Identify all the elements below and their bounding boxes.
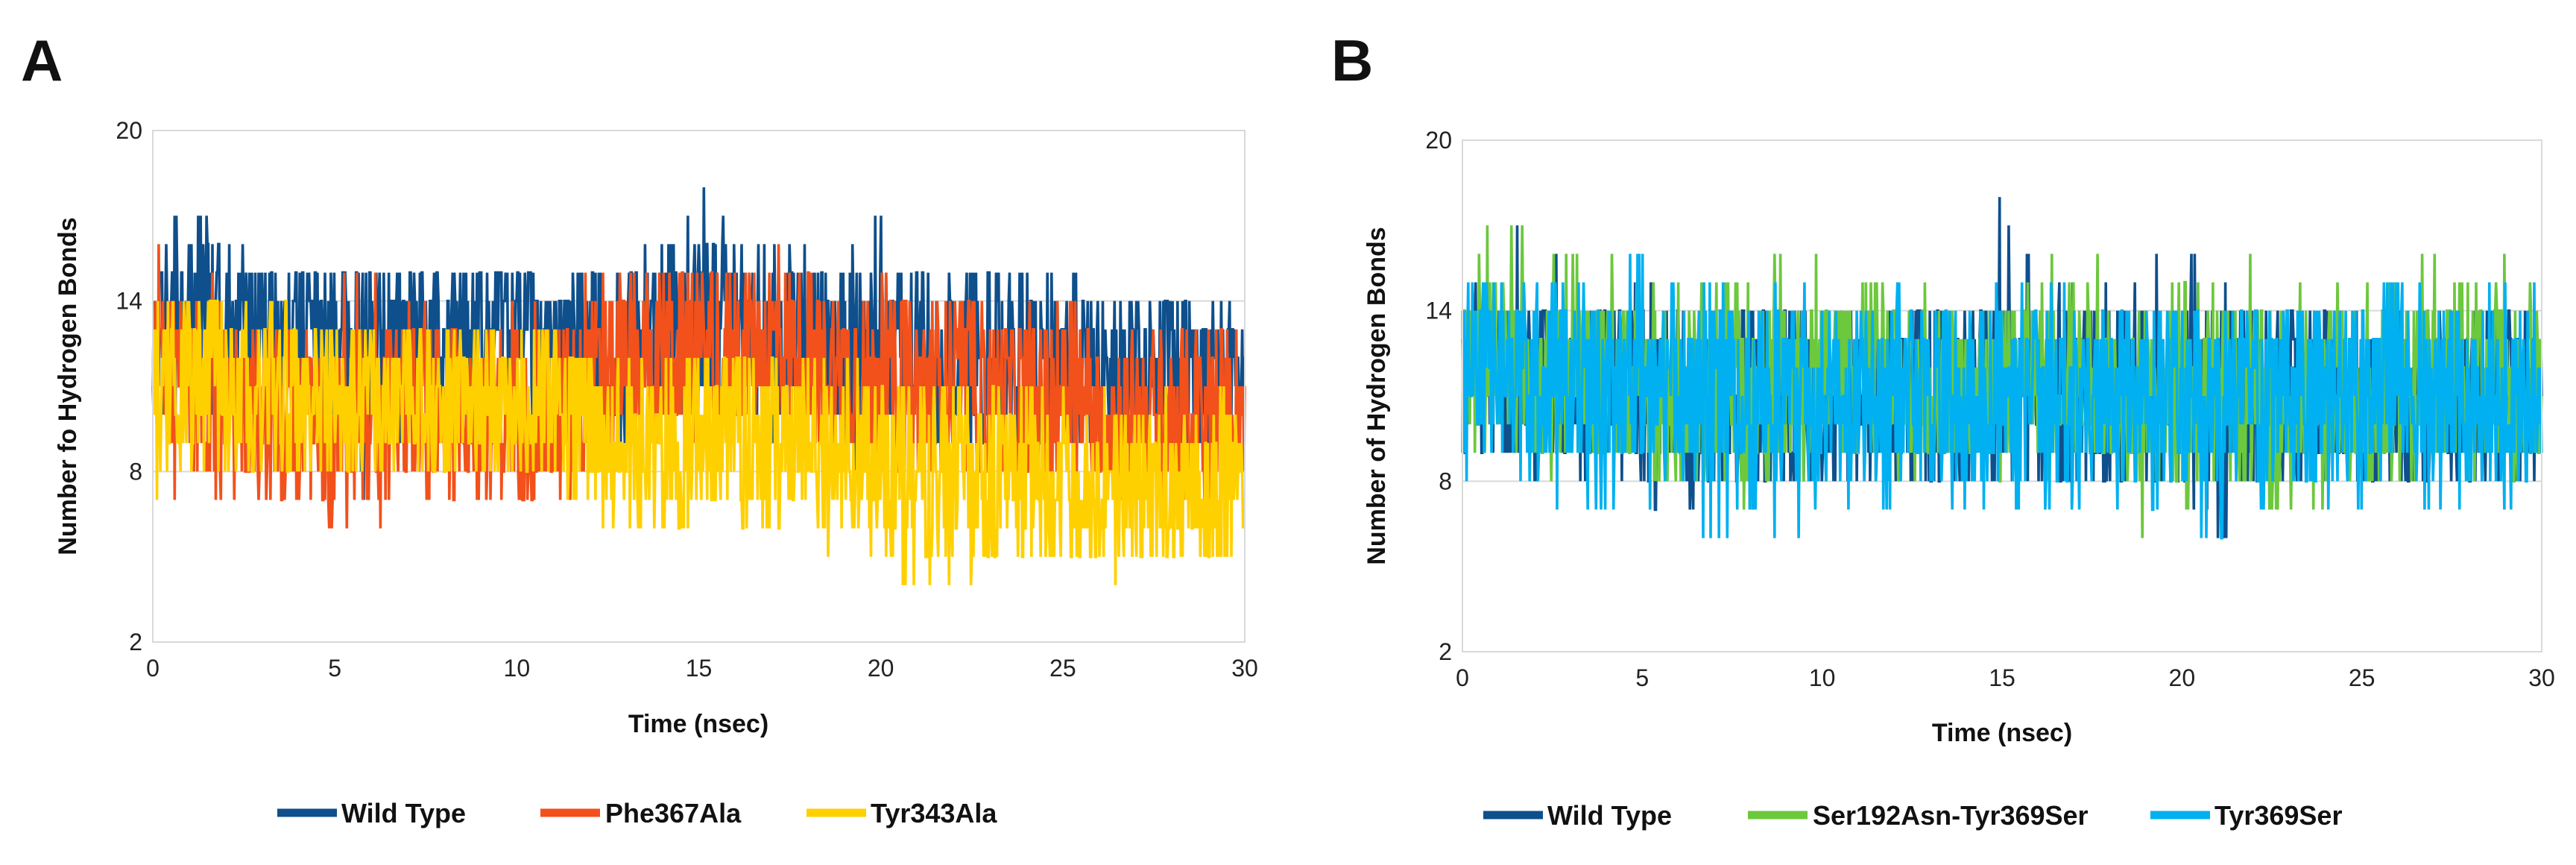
y-tick-label-b-20: 20	[1425, 127, 1452, 154]
panel-label-a: A	[21, 28, 63, 93]
x-tick-label-a-5: 5	[328, 655, 341, 682]
x-tick-label-a-25: 25	[1049, 655, 1076, 682]
legend-b: Wild Type Ser192Asn-Tyr369Ser Tyr369Ser	[1483, 800, 2342, 831]
y-axis-label-b: Number of Hydrogen Bonds	[1363, 227, 1391, 564]
x-tick-label-b-10: 10	[1809, 664, 1836, 691]
series-line-a-tyr343ala	[151, 299, 1246, 585]
legend-label-a-phe367ala: Phe367Ala	[605, 798, 742, 828]
x-tick-label-a-20: 20	[868, 655, 894, 682]
x-tick-label-a-0: 0	[146, 655, 160, 682]
y-tick-label-a-14: 14	[116, 288, 142, 315]
x-tick-label-a-30: 30	[1231, 655, 1258, 682]
y-ticks-a: 2 8 14 20	[116, 117, 142, 655]
x-axis-label-a: Time (nsec)	[628, 710, 768, 738]
x-tick-label-b-5: 5	[1635, 664, 1649, 691]
legend-a: Wild Type Phe367Ala Tyr343Ala	[277, 798, 997, 828]
y-tick-label-a-20: 20	[116, 117, 142, 144]
panel-b: B 2 8 14 20 0 5 10 15 20 25 30 Number of Hydrogen…	[1331, 28, 2555, 831]
x-tick-label-a-15: 15	[686, 655, 713, 682]
x-tick-label-b-30: 30	[2528, 664, 2555, 691]
y-tick-label-b-8: 8	[1439, 468, 1452, 494]
y-tick-label-b-2: 2	[1439, 638, 1452, 665]
y-tick-label-a-8: 8	[129, 458, 142, 485]
x-ticks-a: 0 5 10 15 20 25 30	[146, 655, 1258, 682]
y-ticks-b: 2 8 14 20	[1425, 127, 1452, 665]
x-tick-label-b-0: 0	[1456, 664, 1469, 691]
x-tick-label-b-15: 15	[1989, 664, 2015, 691]
panel-label-b: B	[1331, 28, 1373, 93]
legend-label-a-wild-type: Wild Type	[341, 798, 466, 828]
x-tick-label-b-25: 25	[2349, 664, 2375, 691]
x-tick-label-a-10: 10	[504, 655, 531, 682]
x-axis-label-b: Time (nsec)	[1932, 719, 2072, 747]
legend-label-b-tyr369ser: Tyr369Ser	[2214, 800, 2342, 831]
legend-label-a-tyr343ala: Tyr343Ala	[871, 798, 997, 828]
series-group-a	[151, 187, 1246, 585]
legend-label-b-ser192asn-tyr369ser: Ser192Asn-Tyr369Ser	[1813, 800, 2089, 831]
series-line-b-tyr369ser	[1461, 254, 2543, 540]
series-group-b	[1461, 197, 2543, 540]
x-ticks-b: 0 5 10 15 20 25 30	[1456, 664, 2555, 691]
x-tick-label-b-20: 20	[2169, 664, 2196, 691]
y-tick-label-b-14: 14	[1425, 298, 1452, 324]
y-tick-label-a-2: 2	[129, 629, 142, 655]
plot-frame-b	[1462, 139, 2542, 652]
legend-label-b-wild-type: Wild Type	[1547, 800, 1672, 831]
plot-frame-a	[152, 130, 1246, 643]
y-axis-label-a: Number fo Hydrogen Bonds	[54, 217, 82, 555]
panel-a: A 2 8 14 20 0 5 10 15 20 25 30 Number fo Hydrogen…	[21, 28, 1258, 828]
